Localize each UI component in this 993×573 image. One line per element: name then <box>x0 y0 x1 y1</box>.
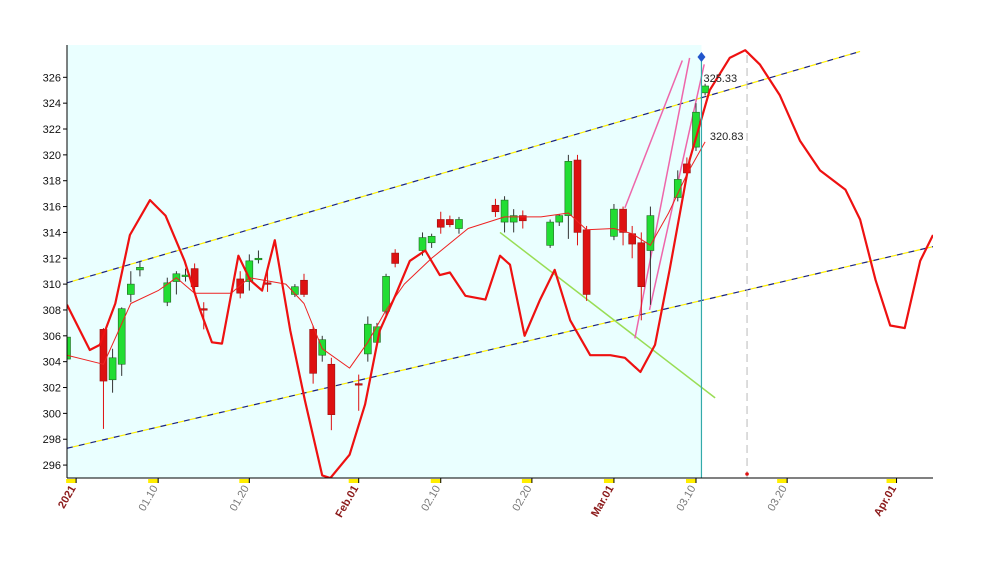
candle-body <box>446 219 454 225</box>
y-tick-label: 298 <box>43 434 61 446</box>
candle-body <box>199 308 208 311</box>
trend-line <box>499 231 716 399</box>
x-tick-marker <box>685 479 696 483</box>
candle-body <box>573 159 582 233</box>
candle-body <box>582 229 591 295</box>
candle-body <box>427 235 436 244</box>
candle-body <box>354 383 363 386</box>
x-tick-label: 01.10 <box>137 484 161 514</box>
candle-body <box>300 279 308 295</box>
channel-line <box>67 246 933 449</box>
y-tick-label: 302 <box>43 383 61 395</box>
x-tick-label: Feb.01 <box>333 484 361 520</box>
candle-body <box>673 179 682 198</box>
x-tick-marker <box>148 479 159 483</box>
x-tick-label: 01.20 <box>228 484 252 514</box>
candle-body <box>327 363 336 415</box>
channel-line <box>67 246 933 449</box>
x-tick-marker <box>603 479 614 483</box>
y-tick-label: 324 <box>43 98 61 110</box>
x-tick-marker <box>886 479 897 483</box>
x-tick-marker <box>239 479 250 483</box>
candle-body <box>518 215 527 222</box>
x-tick-label: 03.20 <box>766 484 790 514</box>
y-tick-label: 296 <box>43 460 61 472</box>
candle-body <box>254 257 263 261</box>
indicator-line <box>67 141 706 369</box>
candle-body <box>181 274 190 277</box>
candle-body <box>67 336 71 360</box>
candle-body <box>500 199 509 223</box>
candle-body <box>163 282 172 303</box>
candle-body <box>127 283 135 295</box>
candle-body <box>619 208 627 233</box>
trend-line <box>634 57 691 339</box>
candle-body <box>646 215 655 251</box>
candle-body <box>136 267 144 271</box>
candle-body <box>546 221 554 246</box>
x-tick-marker <box>777 479 788 483</box>
candle-body <box>701 85 709 94</box>
x-tick-marker <box>348 479 359 483</box>
channel-line <box>67 50 861 284</box>
y-tick-label: 320 <box>43 150 61 162</box>
candle-body <box>190 268 199 288</box>
candle-body <box>692 111 700 148</box>
x-tick-label: Apr.01 <box>872 484 899 519</box>
x-tick-marker <box>521 479 532 483</box>
history-background <box>67 45 702 478</box>
projection-dot <box>745 472 749 476</box>
y-tick-label: 322 <box>43 124 61 136</box>
candle-body <box>382 276 390 312</box>
x-tick-label: Mar.01 <box>589 484 617 520</box>
y-tick-label: 306 <box>43 331 61 343</box>
x-tick-marker <box>66 479 77 483</box>
x-tick-marker <box>430 479 441 483</box>
candle-body <box>637 242 646 288</box>
y-tick-label: 300 <box>43 408 61 420</box>
trend-line <box>624 60 684 209</box>
candle-body <box>564 161 573 216</box>
price-label: 320.83 <box>710 131 744 143</box>
x-tick-label: 2021 <box>56 484 79 511</box>
candle-body <box>391 252 399 264</box>
plot <box>67 45 933 478</box>
candle-body <box>318 339 327 356</box>
candle-body <box>555 215 564 223</box>
cursor-diamond <box>697 52 706 62</box>
y-tick-label: 316 <box>43 202 61 214</box>
y-tick-label: 308 <box>43 305 61 317</box>
x-tick-label: 03.10 <box>674 484 698 514</box>
y-tick-label: 318 <box>43 176 61 188</box>
candle-body <box>610 208 618 237</box>
price-label: 325.33 <box>703 73 737 85</box>
candle-body <box>509 215 518 223</box>
y-tick-label: 326 <box>43 72 61 84</box>
y-tick-label: 312 <box>43 253 61 265</box>
candle-body <box>309 329 317 374</box>
candle-body <box>117 308 126 365</box>
candle-body <box>418 237 427 251</box>
x-tick-label: 02.10 <box>419 484 443 514</box>
candle-body <box>491 204 500 213</box>
candle-body <box>99 329 108 382</box>
candle-body <box>364 323 372 355</box>
y-tick-label: 304 <box>43 357 61 369</box>
candle-body <box>455 219 463 229</box>
candle-body <box>436 219 445 228</box>
y-tick-label: 310 <box>43 279 61 291</box>
candle-body <box>108 357 117 381</box>
indicator-line <box>67 49 933 478</box>
y-tick-label: 314 <box>43 227 61 239</box>
x-tick-label: 02.20 <box>510 484 534 514</box>
